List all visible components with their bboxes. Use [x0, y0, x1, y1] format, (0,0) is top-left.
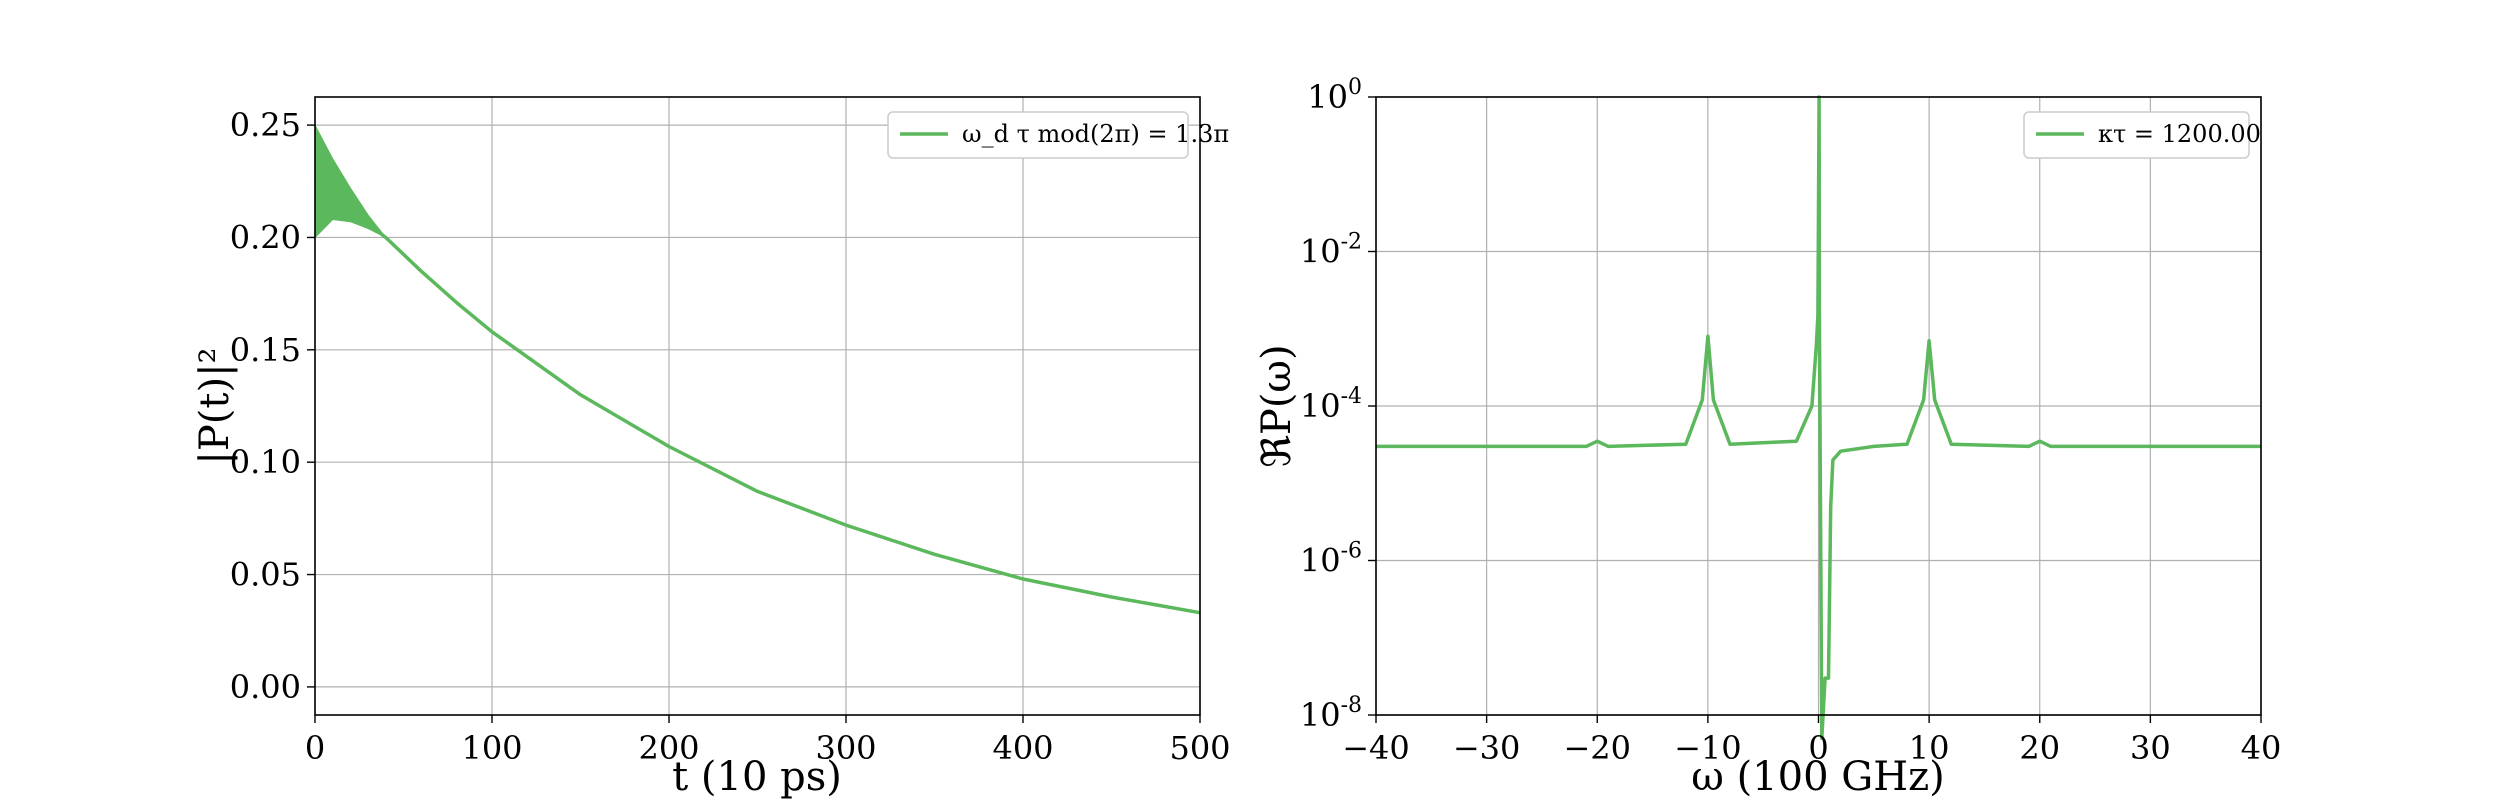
right-y-tick-label: 100	[1307, 75, 1362, 116]
right-x-tick-label: 30	[2130, 729, 2171, 767]
left-oscillation-band	[314, 124, 387, 239]
right-y-tick-label: 10-2	[1300, 230, 1362, 271]
left-y-tick-label: 0.15	[230, 331, 301, 369]
right-y-tick-label: 10-4	[1300, 384, 1362, 425]
left-y-tick-label: 0.10	[230, 443, 301, 481]
left-x-axis-label: t (10 ps)	[672, 754, 842, 800]
right-legend: κτ = 1200.00	[2023, 111, 2261, 159]
right-x-axis-label: ω (100 GHz)	[1691, 754, 1945, 800]
right-x-tick-label: −10	[1674, 729, 1742, 767]
left-chart-panel: 0 100 200 300 400 500 0.00 0.05 0.10 0.15 0.20 0.25…	[192, 96, 1231, 800]
left-legend: ω_d τ mod(2π) = 1.3π	[887, 111, 1229, 159]
right-x-tick-label: 20	[2019, 729, 2060, 767]
right-x-tick-label: −20	[1563, 729, 1631, 767]
right-x-tick-label: 10	[1909, 729, 1950, 767]
right-x-tick-label: 40	[2241, 729, 2282, 767]
left-legend-box	[887, 111, 1189, 159]
right-series	[1376, 95, 2261, 741]
left-x-tick-label: 100	[461, 729, 522, 767]
left-series	[313, 124, 1201, 615]
right-legend-box	[2023, 111, 2250, 159]
left-y-tick-label: 0.05	[230, 556, 301, 594]
left-y-tick-label: 0.20	[230, 218, 301, 256]
left-y-axis-label: |P(t)|²	[192, 347, 238, 464]
right-series-line	[1376, 95, 2261, 741]
right-legend-label: κτ = 1200.00	[2098, 120, 2261, 148]
left-y-tick-label: 0.25	[230, 106, 301, 144]
left-y-tick-label: 0.00	[230, 668, 301, 706]
right-x-tick-label: −40	[1342, 729, 1410, 767]
left-x-tick-label: 400	[992, 729, 1053, 767]
right-y-axis-label: ℜP(ω)	[1254, 344, 1300, 467]
left-plot-frame	[314, 96, 1201, 716]
right-y-tick-label: 10-8	[1300, 693, 1362, 734]
left-grid	[314, 97, 1201, 715]
left-legend-label: ω_d τ mod(2π) = 1.3π	[962, 120, 1229, 148]
left-x-tick-label: 300	[815, 729, 876, 767]
left-ticks: 0 100 200 300 400 500 0.00 0.05 0.10 0.15 0.20 0.25	[230, 106, 1231, 767]
left-x-tick-label: 200	[638, 729, 699, 767]
left-x-tick-label: 0	[305, 729, 325, 767]
right-x-tick-label: 0	[1808, 729, 1828, 767]
left-series-line	[313, 179, 1201, 615]
right-x-tick-label: −30	[1453, 729, 1521, 767]
left-x-tick-label: 500	[1169, 729, 1230, 767]
right-y-tick-label: 10-6	[1300, 539, 1362, 580]
right-chart-panel: −40 −30 −20 −10 0 10 20 30 40 10-8 10-6 10-4 10-2 100…	[1254, 75, 2281, 800]
right-ticks: −40 −30 −20 −10 0 10 20 30 40 10-8 10-6 10-4 10-2 100	[1300, 75, 2282, 767]
